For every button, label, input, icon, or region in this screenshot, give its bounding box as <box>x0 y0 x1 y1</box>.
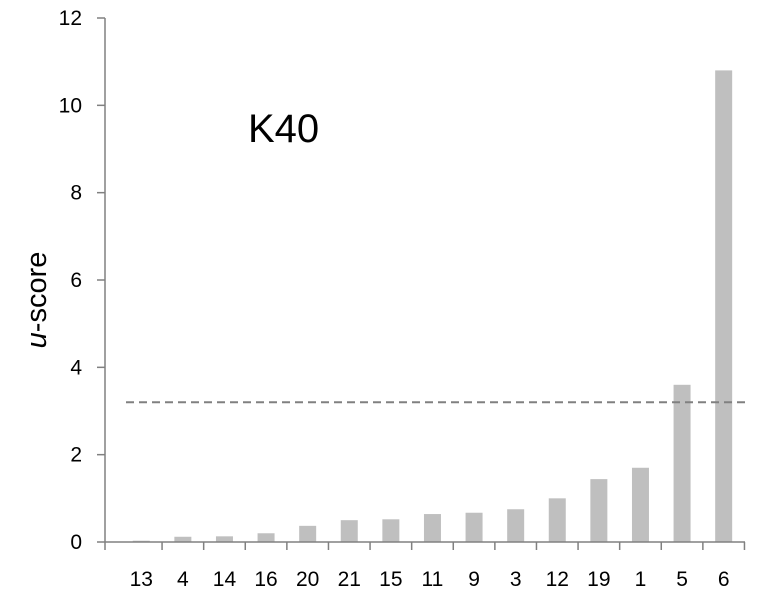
bar-16 <box>257 533 275 542</box>
y-tick-label-0: 0 <box>70 531 82 554</box>
x-tick-label-12: 12 <box>546 568 569 591</box>
bar-4 <box>174 536 192 542</box>
bar-11 <box>423 514 441 542</box>
x-tick-label-20: 20 <box>296 568 319 591</box>
x-tick-label-9: 9 <box>468 568 480 591</box>
x-tick-label-3: 3 <box>510 568 522 591</box>
y-axis-label: u-score <box>21 252 53 349</box>
bar-6 <box>715 70 733 543</box>
y-axis-label-rest: -score <box>21 252 53 333</box>
y-tick-label-2: 2 <box>70 444 82 467</box>
bar-3 <box>507 509 525 542</box>
x-tick-label-5: 5 <box>676 568 688 591</box>
x-tick-label-11: 11 <box>422 568 444 591</box>
bar-21 <box>340 520 358 542</box>
y-tick-label-4: 4 <box>70 356 82 379</box>
bars <box>132 70 733 543</box>
bar-5 <box>673 384 691 542</box>
bar-15 <box>382 519 400 542</box>
y-tick-label-8: 8 <box>70 182 82 205</box>
chart-annotation: K40 <box>248 107 319 151</box>
y-axis-label-italic: u <box>21 332 53 348</box>
y-tick-labels: 0 2 4 6 8 10 12 <box>59 7 83 554</box>
y-tick-label-12: 12 <box>59 7 82 30</box>
bar-14 <box>215 536 233 542</box>
x-tick-label-21: 21 <box>338 568 361 591</box>
axes <box>97 17 746 550</box>
x-tick-label-15: 15 <box>379 568 402 591</box>
bar-19 <box>590 479 608 542</box>
y-tick-label-10: 10 <box>59 94 82 117</box>
x-tick-label-13: 13 <box>130 568 153 591</box>
x-tick-label-19: 19 <box>587 568 610 591</box>
bar-9 <box>465 512 483 542</box>
y-tick-label-6: 6 <box>70 269 82 292</box>
x-tick-labels: 13 4 14 16 20 21 15 11 9 3 12 19 1 5 6 <box>130 568 730 591</box>
bar-1 <box>631 467 649 542</box>
x-tick-label-4: 4 <box>177 568 189 591</box>
x-tick-label-16: 16 <box>254 568 277 591</box>
bar-20 <box>299 525 317 542</box>
x-tick-label-14: 14 <box>213 568 237 591</box>
bar-12 <box>548 498 566 542</box>
x-tick-label-6: 6 <box>718 568 730 591</box>
x-tick-label-1: 1 <box>635 568 647 591</box>
